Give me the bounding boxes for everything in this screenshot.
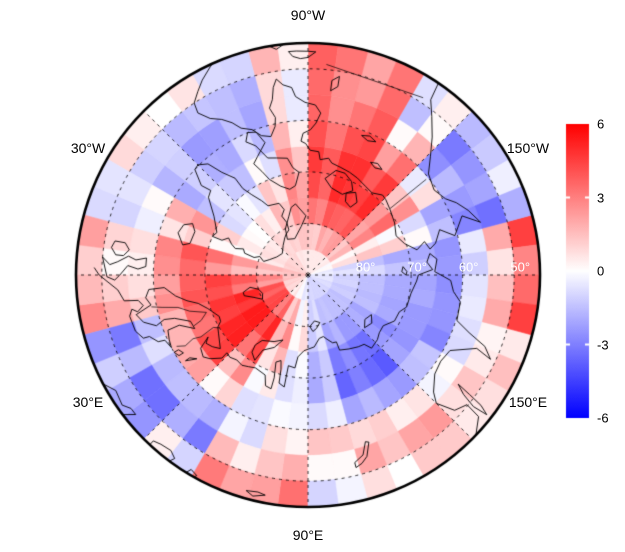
colorbar-tick-6: 6 <box>597 116 605 132</box>
latitude-label-60: 60° <box>458 259 479 275</box>
colorbar-tick-m6: -6 <box>597 410 609 426</box>
meridian-label-90w: 90°W <box>290 7 326 23</box>
latitude-label-80: 80° <box>355 259 376 275</box>
latitude-label-70: 70° <box>407 259 427 275</box>
meridian-label-150e: 150°E <box>508 394 548 410</box>
colorbar-tick-3: 3 <box>597 190 605 205</box>
colorbar-tick-m3: -3 <box>597 337 609 352</box>
meridian-label-90e: 90°E <box>292 527 324 543</box>
colorbar-tick-0: 0 <box>597 263 605 279</box>
meridian-label-30e: 30°E <box>72 394 104 410</box>
latitude-label-50: 50° <box>510 259 531 275</box>
meridian-label-150w: 150°W <box>506 140 550 156</box>
meridian-label-30w: 30°W <box>70 140 106 156</box>
